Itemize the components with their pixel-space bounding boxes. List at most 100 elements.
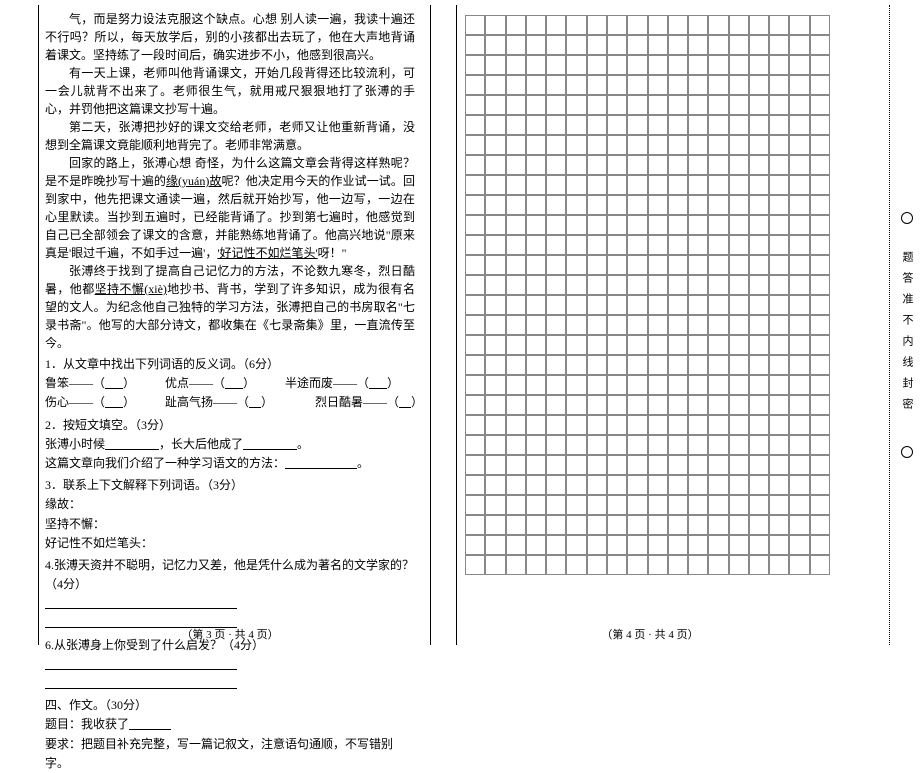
- grid-cell: [485, 15, 505, 35]
- grid-cell: [648, 155, 668, 175]
- grid-cell: [729, 555, 749, 575]
- grid-cell: [810, 355, 830, 375]
- grid-cell: [749, 195, 769, 215]
- grid-cell: [708, 295, 728, 315]
- grid-cell: [607, 495, 627, 515]
- grid-cell: [627, 95, 647, 115]
- grid-cell: [789, 135, 809, 155]
- grid-cell: [648, 395, 668, 415]
- grid-cell: [789, 475, 809, 495]
- grid-cell: [708, 75, 728, 95]
- grid-cell: [566, 515, 586, 535]
- grid-cell: [506, 535, 526, 555]
- grid-cell: [546, 75, 566, 95]
- grid-cell: [769, 415, 789, 435]
- grid-cell: [789, 115, 809, 135]
- grid-cell: [668, 375, 688, 395]
- grid-cell: [729, 155, 749, 175]
- grid-cell: [607, 155, 627, 175]
- grid-cell: [607, 75, 627, 95]
- grid-cell: [587, 395, 607, 415]
- grid-cell: [769, 295, 789, 315]
- grid-cell: [506, 355, 526, 375]
- grid-cell: [769, 475, 789, 495]
- grid-cell: [566, 175, 586, 195]
- underline-good-memory: '好记性不如烂笔头': [217, 246, 317, 260]
- grid-cell: [485, 295, 505, 315]
- passage-text: 气，而是努力设法克服这个缺点。心想 别人读一遍，我读十遍还不行吗？所以，每天放学…: [45, 10, 415, 352]
- grid-cell: [789, 215, 809, 235]
- grid-cell: [688, 55, 708, 75]
- grid-cell: [789, 355, 809, 375]
- grid-cell: [749, 95, 769, 115]
- grid-cell: [810, 535, 830, 555]
- grid-cell: [648, 375, 668, 395]
- question-4: 4.张溥天资并不聪明，记忆力又差，他是凭什么成为著名的文学家的？（4分）: [45, 556, 415, 633]
- grid-cell: [648, 455, 668, 475]
- grid-cell: [688, 215, 708, 235]
- grid-cell: [688, 255, 708, 275]
- grid-cell: [810, 295, 830, 315]
- grid-cell: [627, 515, 647, 535]
- grid-cell: [648, 55, 668, 75]
- grid-cell: [526, 535, 546, 555]
- grid-cell: [749, 35, 769, 55]
- grid-cell: [769, 175, 789, 195]
- grid-cell: [526, 455, 546, 475]
- grid-cell: [587, 115, 607, 135]
- grid-cell: [708, 315, 728, 335]
- grid-cell: [587, 195, 607, 215]
- grid-cell: [566, 255, 586, 275]
- grid-cell: [789, 315, 809, 335]
- grid-cell: [749, 295, 769, 315]
- grid-cell: [708, 15, 728, 35]
- grid-cell: [566, 435, 586, 455]
- grid-cell: [749, 555, 769, 575]
- grid-cell: [810, 95, 830, 115]
- grid-cell: [566, 455, 586, 475]
- grid-cell: [526, 475, 546, 495]
- grid-cell: [668, 355, 688, 375]
- grid-cell: [789, 95, 809, 115]
- grid-cell: [485, 55, 505, 75]
- grid-cell: [587, 215, 607, 235]
- grid-cell: [789, 255, 809, 275]
- grid-cell: [526, 355, 546, 375]
- grid-cell: [627, 195, 647, 215]
- grid-cell: [566, 535, 586, 555]
- grid-cell: [789, 275, 809, 295]
- grid-cell: [810, 215, 830, 235]
- grid-cell: [789, 295, 809, 315]
- para-3: 第二天，张溥把抄好的课文交给老师，老师又让他重新背诵，没想到全篇课文竟能顺利地背…: [45, 118, 415, 154]
- grid-cell: [607, 235, 627, 255]
- grid-cell: [688, 375, 708, 395]
- grid-cell: [607, 395, 627, 415]
- grid-cell: [587, 255, 607, 275]
- grid-cell: [607, 515, 627, 535]
- grid-cell: [465, 155, 485, 175]
- grid-cell: [465, 395, 485, 415]
- grid-cell: [729, 35, 749, 55]
- grid-cell: [485, 215, 505, 235]
- grid-cell: [668, 415, 688, 435]
- grid-cell: [749, 275, 769, 295]
- grid-cell: [627, 135, 647, 155]
- grid-cell: [627, 15, 647, 35]
- grid-cell: [749, 155, 769, 175]
- grid-cell: [810, 55, 830, 75]
- grid-cell: [465, 235, 485, 255]
- grid-cell: [526, 75, 546, 95]
- grid-cell: [627, 355, 647, 375]
- grid-cell: [506, 515, 526, 535]
- grid-cell: [668, 455, 688, 475]
- grid-cell: [526, 35, 546, 55]
- question-2: 2．按短文填空。（3分） 张溥小时候 ，长大后他成了 。 这篇文章向我们介绍了一…: [45, 416, 415, 474]
- grid-cell: [810, 435, 830, 455]
- grid-cell: [648, 415, 668, 435]
- grid-cell: [668, 75, 688, 95]
- q1-items: 鲁笨——（ ） 优点——（ ） 半途而废——（ ） 伤心——（ ） 趾高气扬——…: [45, 374, 415, 412]
- grid-cell: [607, 175, 627, 195]
- q4-blank: [45, 594, 415, 613]
- grid-cell: [810, 235, 830, 255]
- grid-cell: [607, 355, 627, 375]
